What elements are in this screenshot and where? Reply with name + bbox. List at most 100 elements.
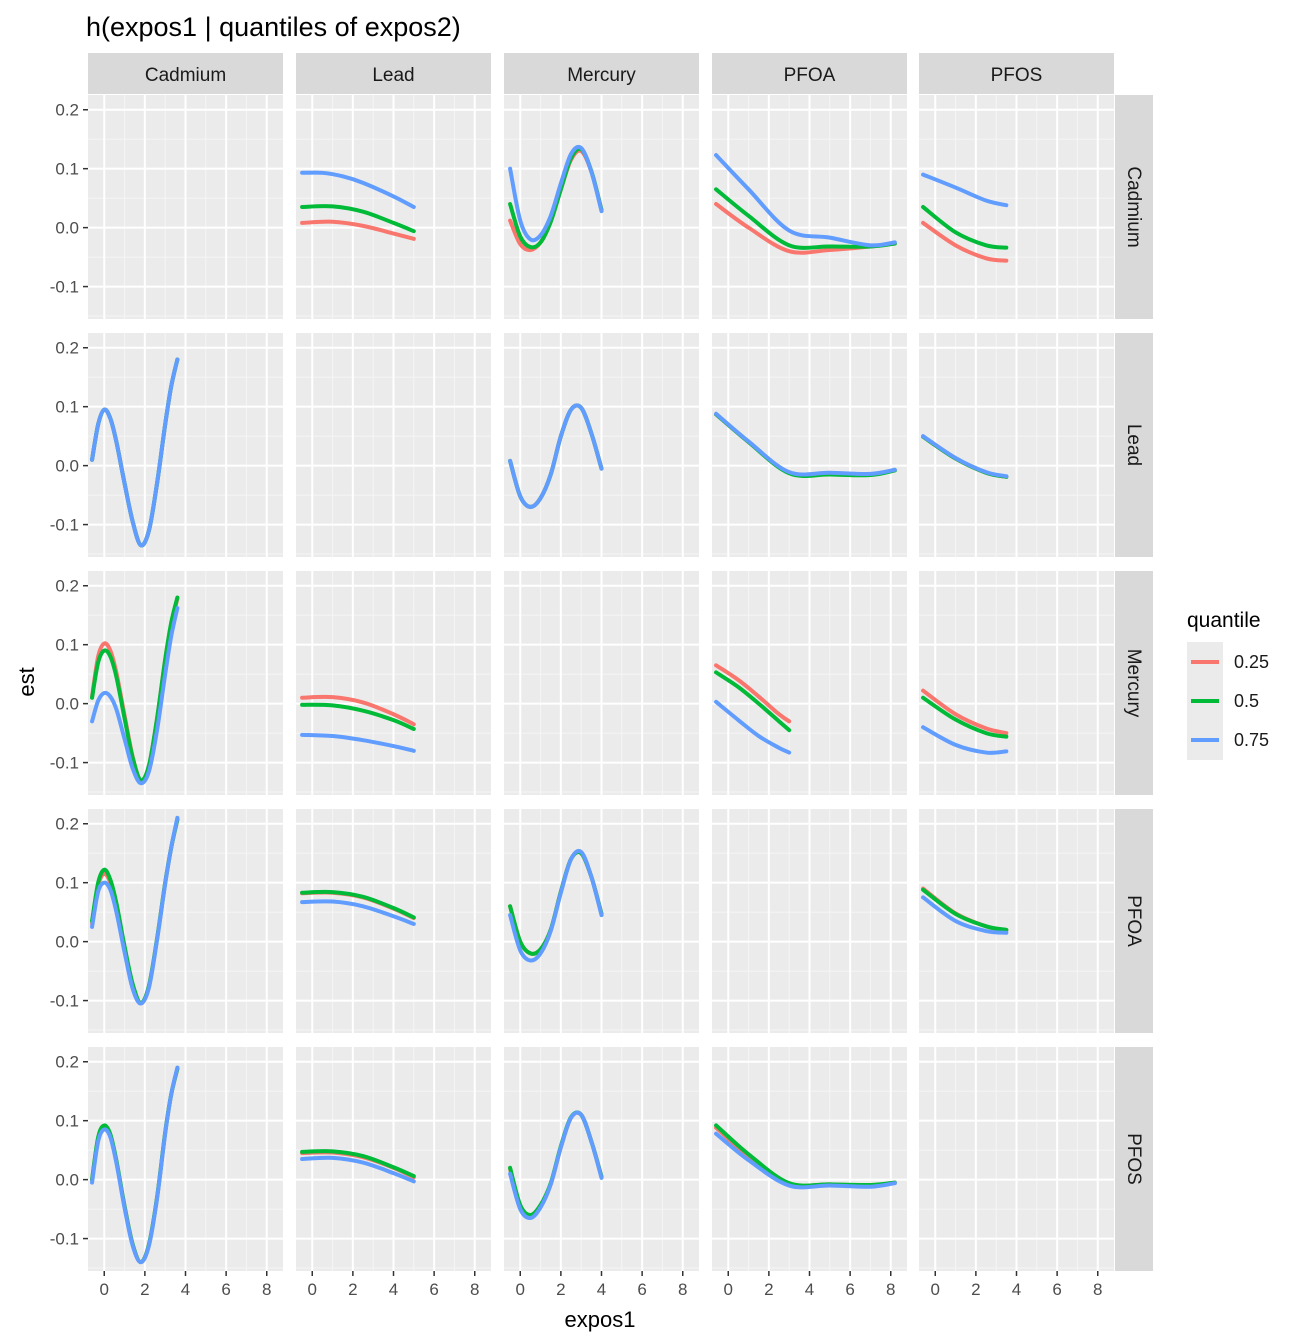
- y-axis-row-lead: -0.1 0.0 0.1 0.2: [50, 339, 88, 535]
- x-axis-title: expos1: [565, 1307, 636, 1332]
- chart-title: h(expos1 | quantiles of expos2): [86, 12, 461, 42]
- x-tick-label: 8: [470, 1280, 479, 1299]
- series-line-q0-75: [508, 848, 604, 963]
- x-tick-label: 4: [389, 1280, 398, 1299]
- panel-lead-pfoa: [712, 333, 907, 557]
- panel-pfos-lead: [296, 1047, 491, 1271]
- x-tick-label: 6: [221, 1280, 230, 1299]
- x-tick-label: 0: [308, 1280, 317, 1299]
- strip-row-label: Lead: [1123, 424, 1144, 466]
- panel-lead-pfos: [919, 333, 1114, 557]
- y-tick-label: -0.1: [50, 516, 79, 535]
- series-line-q0-5: [90, 595, 180, 783]
- y-tick-label: -0.1: [50, 754, 79, 773]
- strip-col-label: PFOA: [784, 65, 836, 86]
- series-line-q0-25: [714, 663, 792, 724]
- panel-pfoa-mercury: [504, 809, 699, 1033]
- y-axis-row-mercury: -0.1 0.0 0.1 0.2: [50, 577, 88, 773]
- strip-row-label: Cadmium: [1123, 166, 1144, 247]
- y-tick-label: 0.1: [55, 160, 79, 179]
- panel-mercury-pfos: [919, 571, 1114, 795]
- panel-grid: [88, 95, 1114, 1271]
- y-tick-label: 0.2: [55, 101, 79, 120]
- strip-row-lead: Lead: [1115, 333, 1153, 557]
- x-tick-label: 0: [724, 1280, 733, 1299]
- series-line-q0-75: [508, 403, 604, 509]
- series-line-q0-75: [300, 1155, 416, 1184]
- x-tick-label: 6: [429, 1280, 438, 1299]
- legend-label: 0.75: [1234, 730, 1269, 750]
- x-tick-label: 4: [181, 1280, 190, 1299]
- strip-col-pfos: PFOS: [919, 53, 1114, 94]
- panel-pfos-pfos: [919, 1047, 1114, 1271]
- strip-col-label: PFOS: [991, 65, 1043, 86]
- strip-row-mercury: Mercury: [1115, 571, 1153, 795]
- series-line-q0-25: [921, 220, 1009, 263]
- strip-col-label: Mercury: [567, 65, 636, 86]
- panel-cadmium-mercury: [504, 95, 699, 319]
- series-line-q0-5: [300, 889, 416, 920]
- panel-lead-lead: [296, 333, 491, 557]
- series-line-q0-25: [300, 219, 416, 241]
- series-line-q0-75: [90, 606, 180, 786]
- panel-lead-cadmium: [88, 333, 283, 557]
- x-axis-col-pfos: 0 2 4 6 8: [931, 1271, 1102, 1299]
- y-tick-label: 0.0: [55, 1171, 79, 1190]
- series-line-q0-75: [90, 357, 180, 548]
- panel-pfoa-pfoa: [712, 809, 907, 1033]
- y-tick-label: 0.1: [55, 874, 79, 893]
- strip-row-label: PFOA: [1123, 895, 1144, 947]
- strip-row-pfoa: PFOA: [1115, 809, 1153, 1033]
- series-line-q0-75: [714, 699, 792, 755]
- series-line-q0-5: [921, 887, 1009, 932]
- y-tick-label: 0.0: [55, 457, 79, 476]
- y-axis-row-pfos: -0.1 0.0 0.1 0.2: [50, 1053, 88, 1249]
- y-tick-label: -0.1: [50, 992, 79, 1011]
- legend-entry-0-5: 0.5: [1191, 691, 1259, 711]
- column-strips: Cadmium Lead Mercury PFOA PFOS: [88, 53, 1114, 94]
- x-tick-label: 2: [556, 1280, 565, 1299]
- legend: quantile 0.25 0.5 0.75: [1187, 609, 1269, 760]
- series-line-q0-75: [508, 144, 604, 243]
- x-tick-label: 2: [764, 1280, 773, 1299]
- panel-cadmium-pfoa: [712, 95, 907, 319]
- x-tick-label: 0: [931, 1280, 940, 1299]
- series-line-q0-75: [921, 434, 1009, 479]
- y-tick-label: 0.1: [55, 636, 79, 655]
- x-tick-label: 8: [1093, 1280, 1102, 1299]
- series-line-q0-75: [508, 1110, 604, 1220]
- strip-col-label: Cadmium: [145, 65, 226, 86]
- strip-row-pfos: PFOS: [1115, 1047, 1153, 1271]
- series-line-q0-75: [921, 172, 1009, 208]
- y-axis-title: est: [14, 667, 39, 696]
- series-line-q0-75: [714, 411, 897, 477]
- strip-col-label: Lead: [372, 65, 414, 86]
- strip-col-lead: Lead: [296, 53, 491, 94]
- y-tick-label: 0.0: [55, 219, 79, 238]
- x-tick-label: 6: [1052, 1280, 1061, 1299]
- legend-label: 0.25: [1234, 652, 1269, 672]
- x-axis-col-lead: 0 2 4 6 8: [308, 1271, 479, 1299]
- y-tick-label: -0.1: [50, 278, 79, 297]
- x-tick-label: 0: [100, 1280, 109, 1299]
- panel-cadmium-cadmium: [88, 95, 283, 319]
- x-axes: 0 2 4 6 8 0 2 4 6 8 0 2 4 6 8 0 2 4 6 8 0 2 4 6 8: [100, 1271, 1102, 1299]
- series-line-q0-75: [300, 732, 416, 753]
- panel-mercury-pfoa: [712, 571, 907, 795]
- y-axis-row-cadmium: -0.1 0.0 0.1 0.2: [50, 101, 88, 297]
- strip-row-label: Mercury: [1123, 649, 1144, 718]
- x-tick-label: 8: [886, 1280, 895, 1299]
- series-line-q0-75: [921, 725, 1009, 755]
- series-line-q0-75: [921, 895, 1009, 935]
- panel-mercury-lead: [296, 571, 491, 795]
- series-line-q0-75: [90, 815, 180, 1006]
- series-line-q0-5: [921, 695, 1009, 739]
- panel-lead-mercury: [504, 333, 699, 557]
- x-tick-label: 2: [140, 1280, 149, 1299]
- series-line-q0-5: [300, 1149, 416, 1179]
- series-line-q0-5: [300, 204, 416, 234]
- strip-col-cadmium: Cadmium: [88, 53, 283, 94]
- panel-cadmium-lead: [296, 95, 491, 319]
- x-tick-label: 0: [516, 1280, 525, 1299]
